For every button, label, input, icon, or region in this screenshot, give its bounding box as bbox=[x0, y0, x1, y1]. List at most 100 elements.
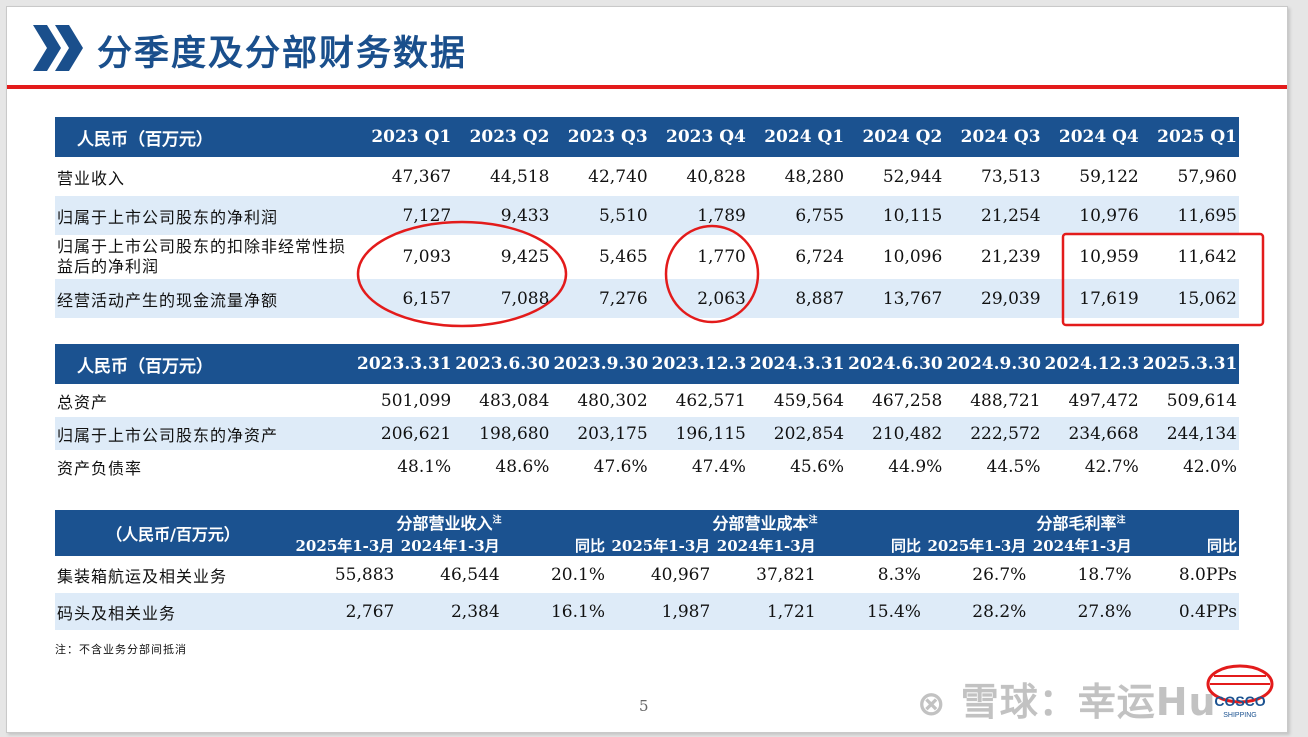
note-mark: 注 bbox=[808, 515, 818, 526]
quarterly-header: 人民币（百万元） 2023 Q1 2023 Q2 2023 Q3 2023 Q4… bbox=[55, 117, 1239, 157]
header-cell: 2024年1-3月 bbox=[396, 534, 502, 556]
cell: 73,513 bbox=[981, 166, 1041, 187]
table-row: 归属于上市公司股东的净利润 7,127 9,433 5,510 1,789 6,… bbox=[55, 196, 1239, 235]
cell: 234,668 bbox=[1042, 417, 1141, 450]
cell: 10,115 bbox=[846, 196, 945, 235]
cell: 206,621 bbox=[355, 417, 454, 450]
header-cell: 2025.3.31 bbox=[1140, 344, 1239, 384]
cell: 18.7% bbox=[1077, 564, 1132, 585]
title-divider bbox=[7, 85, 1287, 89]
cell: 45.6% bbox=[790, 456, 845, 477]
group-header: 分部营业收入注 bbox=[291, 510, 607, 534]
cell: 16.1% bbox=[501, 593, 607, 630]
cell: 13,767 bbox=[846, 279, 945, 318]
row-label: 归属于上市公司股东的净利润 bbox=[55, 196, 355, 235]
note-mark: 注 bbox=[1116, 515, 1126, 526]
footnote: 注：不含业务分部间抵消 bbox=[55, 643, 187, 656]
header-cell: 2024 Q3 bbox=[944, 117, 1043, 157]
cell: 42.7% bbox=[1084, 456, 1139, 477]
header-cell: 2025年1-3月 bbox=[922, 534, 1029, 556]
row-label: 营业收入 bbox=[57, 168, 126, 188]
cell: 40,967 bbox=[650, 564, 711, 585]
header-cell: 同比 bbox=[501, 534, 607, 556]
cell: 44,518 bbox=[489, 166, 550, 187]
cell: 9,425 bbox=[500, 247, 550, 267]
circle-mark bbox=[664, 224, 760, 324]
header-cell: 2023 Q2 bbox=[453, 117, 552, 157]
table-row: 营业收入 47,367 44,518 42,740 40,828 48,280 … bbox=[55, 157, 1239, 196]
watermark: ⊗ 雪球：幸运Hu bbox=[917, 680, 1217, 724]
page-number: 5 bbox=[639, 697, 649, 715]
header-cell: 2025年1-3月 bbox=[291, 534, 397, 556]
cell: 6,724 bbox=[795, 247, 845, 267]
cell: 28.2% bbox=[922, 593, 1029, 630]
row-label: 总资产 bbox=[57, 392, 109, 412]
cell: 462,571 bbox=[675, 390, 746, 411]
cell: 501,099 bbox=[380, 390, 452, 411]
cell: 42.0% bbox=[1182, 456, 1237, 477]
cell: 1,987 bbox=[606, 593, 713, 630]
header-cell: 同比 bbox=[1133, 534, 1239, 556]
cell: 497,472 bbox=[1068, 390, 1139, 411]
svg-text:SHIPPING: SHIPPING bbox=[1223, 712, 1256, 719]
header-cell: 2023 Q1 bbox=[355, 117, 454, 157]
cell: 10,959 bbox=[1079, 247, 1139, 267]
cell: 59,122 bbox=[1079, 166, 1139, 187]
cell: 42,740 bbox=[588, 166, 648, 187]
svg-text:COSCO: COSCO bbox=[1214, 693, 1265, 709]
cell: 47,367 bbox=[391, 166, 452, 187]
row-label: 归属于上市公司股东的净资产 bbox=[55, 417, 355, 450]
cell: 5,510 bbox=[551, 196, 650, 235]
cell: 196,115 bbox=[649, 417, 748, 450]
table-row: 归属于上市公司股东的扣除非经常性损益后的净利润 7,093 9,425 5,46… bbox=[55, 235, 1239, 279]
header-cell: 同比 bbox=[817, 534, 923, 556]
header-cell: 2024 Q4 bbox=[1042, 117, 1141, 157]
cell: 29,039 bbox=[944, 279, 1043, 318]
table-row: 总资产 501,099 483,084 480,302 462,571 459,… bbox=[55, 384, 1239, 417]
cell: 11,642 bbox=[1177, 247, 1237, 267]
box-mark bbox=[1061, 232, 1265, 327]
cell: 20.1% bbox=[550, 564, 605, 585]
cell: 467,258 bbox=[872, 390, 943, 411]
cell: 47.6% bbox=[593, 456, 648, 477]
cell: 57,960 bbox=[1177, 166, 1237, 187]
cosco-logo: COSCO SHIPPING bbox=[1206, 664, 1274, 719]
cell: 202,854 bbox=[747, 417, 847, 450]
cell: 17,619 bbox=[1042, 279, 1141, 318]
cell: 37,821 bbox=[756, 564, 816, 585]
cell: 47.4% bbox=[691, 456, 746, 477]
table-row: 资产负债率 48.1% 48.6% 47.6% 47.4% 45.6% 44.9… bbox=[55, 450, 1239, 483]
row-label: 归属于上市公司股东的扣除非经常性损益后的净利润 bbox=[57, 237, 347, 276]
cell: 8.3% bbox=[877, 564, 921, 585]
quarterly-table: 人民币（百万元） 2023 Q1 2023 Q2 2023 Q3 2023 Q4… bbox=[55, 117, 1239, 318]
cell: 15,062 bbox=[1140, 279, 1239, 318]
cell: 15.4% bbox=[817, 593, 923, 630]
cell: 483,084 bbox=[479, 390, 550, 411]
cell: 10,976 bbox=[1042, 196, 1141, 235]
cell: 48.1% bbox=[397, 456, 452, 477]
cell: 21,254 bbox=[944, 196, 1043, 235]
row-label: 集装箱航运及相关业务 bbox=[57, 566, 228, 586]
row-label: 资产负债率 bbox=[57, 458, 143, 478]
cell: 7,127 bbox=[355, 196, 454, 235]
cell: 55,883 bbox=[334, 564, 395, 585]
cell: 2,384 bbox=[396, 593, 502, 630]
cell: 44.9% bbox=[888, 456, 943, 477]
header-cell: 2024.12.31 bbox=[1042, 344, 1141, 384]
header-cell: 人民币（百万元） bbox=[55, 117, 355, 157]
header-cell: 2024年1-3月 bbox=[1028, 534, 1134, 556]
cell: 9,433 bbox=[453, 196, 552, 235]
balance-header: 人民币（百万元） 2023.3.31 2023.6.30 2023.9.30 2… bbox=[55, 344, 1239, 384]
cell: 480,302 bbox=[577, 390, 648, 411]
highlight-annotations bbox=[356, 220, 1265, 328]
cell: 21,239 bbox=[981, 247, 1041, 267]
cell: 10,096 bbox=[882, 247, 943, 267]
cell: 27.8% bbox=[1028, 593, 1134, 630]
cell: 210,482 bbox=[846, 417, 945, 450]
cell: 46,544 bbox=[440, 564, 500, 585]
segment-header-sub: 2025年1-3月 2024年1-3月 同比 2025年1-3月 2024年1-… bbox=[55, 534, 1239, 556]
table-row: 经营活动产生的现金流量净额 6,157 7,088 7,276 2,063 8,… bbox=[55, 279, 1239, 318]
header-cell: 2024.9.30 bbox=[944, 344, 1043, 384]
header-cell: 2023.6.30 bbox=[453, 344, 552, 384]
cell: 7,276 bbox=[551, 279, 650, 318]
